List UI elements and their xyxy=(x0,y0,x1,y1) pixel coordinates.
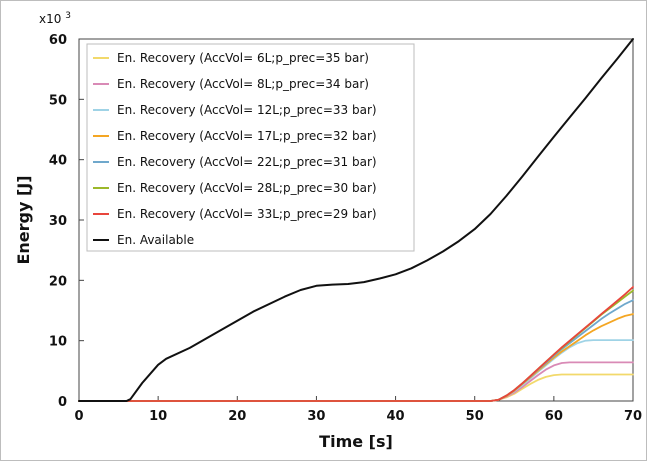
legend-label: En. Recovery (AccVol= 17L;p_prec=32 bar) xyxy=(117,129,377,143)
y-multiplier-label: x10 3 xyxy=(39,11,71,26)
legend-label: En. Recovery (AccVol= 33L;p_prec=29 bar) xyxy=(117,207,377,221)
y-tick-label: 20 xyxy=(49,274,67,289)
x-tick-label: 0 xyxy=(74,409,83,424)
x-tick-label: 20 xyxy=(228,409,246,424)
legend-label: En. Recovery (AccVol= 6L;p_prec=35 bar) xyxy=(117,51,369,65)
legend-label: En. Recovery (AccVol= 28L;p_prec=30 bar) xyxy=(117,181,377,195)
legend-label: En. Recovery (AccVol= 8L;p_prec=34 bar) xyxy=(117,77,369,91)
y-multiplier-base: x10 xyxy=(39,12,61,26)
y-tick-label: 30 xyxy=(49,214,67,229)
legend-label: En. Available xyxy=(117,233,194,247)
x-axis-ticks: 0 10 20 30 40 50 60 70 xyxy=(74,396,642,424)
y-axis-title: Energy [J] xyxy=(14,175,33,264)
x-tick-label: 50 xyxy=(466,409,484,424)
series-line-7 xyxy=(78,286,634,402)
x-tick-label: 10 xyxy=(149,409,167,424)
y-tick-label: 40 xyxy=(49,154,67,169)
x-tick-label: 60 xyxy=(545,409,563,424)
legend-box xyxy=(86,43,415,252)
series-layer xyxy=(78,38,634,402)
x-axis-title: Time [s] xyxy=(319,432,393,451)
series-line-8 xyxy=(78,38,634,402)
y-tick-label: 10 xyxy=(49,335,67,350)
legend: En. Recovery (AccVol= 6L;p_prec=35 bar) E… xyxy=(86,43,415,252)
y-multiplier-exponent: 3 xyxy=(65,11,71,21)
y-tick-label: 60 xyxy=(49,33,67,48)
y-axis-ticks: 0 10 20 30 40 50 60 xyxy=(49,33,84,410)
x-tick-label: 40 xyxy=(387,409,405,424)
y-tick-label: 0 xyxy=(58,395,67,410)
x-tick-label: 30 xyxy=(307,409,325,424)
legend-label: En. Recovery (AccVol= 22L;p_prec=31 bar) xyxy=(117,155,377,169)
y-tick-label: 50 xyxy=(49,93,67,108)
x-tick-label: 70 xyxy=(624,409,642,424)
legend-label: En. Recovery (AccVol= 12L;p_prec=33 bar) xyxy=(117,103,377,117)
